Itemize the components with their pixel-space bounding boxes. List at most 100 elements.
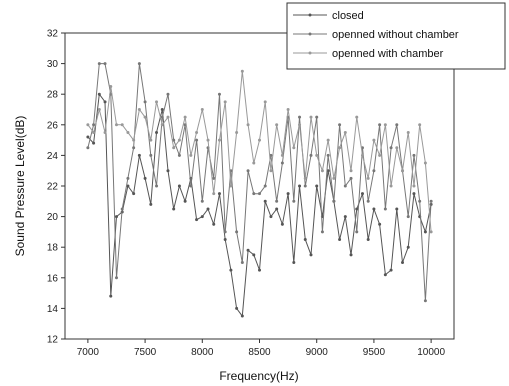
data-point-closed [395,207,399,211]
data-point-openned-without-chamber [235,230,239,234]
data-point-openned-without-chamber [343,184,347,188]
x-tick-label: 7000 [77,347,100,358]
data-point-closed [401,261,405,264]
data-point-openned-without-chamber [389,146,393,150]
data-point-openned-with-chamber [258,138,261,142]
data-point-openned-without-chamber [418,199,422,203]
y-axis-ticks: 12 14 16 18 20 22 24 26 28 30 32 [47,29,65,346]
data-point-openned-with-chamber [137,108,141,111]
data-point-openned-without-chamber [103,62,107,66]
data-point-openned-without-chamber [114,276,118,280]
data-point-openned-without-chamber [252,192,256,196]
data-point-openned-with-chamber [240,69,244,73]
x-tick-label: 9500 [363,347,386,358]
data-point-openned-with-chamber [349,169,353,173]
data-point-closed [406,245,410,249]
data-point-openned-with-chamber [269,169,273,173]
data-point-closed [177,184,181,188]
data-point-openned-without-chamber [349,176,353,180]
data-point-closed [258,268,261,272]
data-point-closed [132,192,136,196]
data-point-closed [200,215,204,219]
data-point-closed [269,215,273,219]
data-point-openned-with-chamber [177,138,181,142]
data-point-openned-without-chamber [240,261,244,264]
data-point-openned-without-chamber [172,138,176,142]
x-axis-title: Frequency(Hz) [219,369,298,383]
data-point-openned-without-chamber [280,161,284,165]
data-point-closed [183,199,187,203]
data-point-closed [252,253,256,257]
y-tick-label: 26 [47,120,59,131]
data-point-openned-without-chamber [195,138,199,142]
data-point-closed [378,222,382,226]
data-point-closed [366,238,370,242]
data-point-closed [206,207,210,211]
y-tick-label: 32 [47,29,59,40]
x-axis-ticks: 7000 7500 8000 8500 9000 9500 10000 [77,339,445,358]
data-point-closed [246,248,250,252]
data-point-openned-with-chamber [418,123,422,127]
data-point-openned-without-chamber [132,146,136,150]
data-point-openned-without-chamber [200,199,204,203]
data-point-openned-without-chamber [315,115,319,119]
data-point-openned-with-chamber [217,138,221,142]
data-point-openned-with-chamber [423,161,427,165]
data-point-openned-without-chamber [406,215,410,219]
data-point-openned-with-chamber [360,153,364,157]
data-point-openned-with-chamber [429,230,433,234]
data-point-openned-with-chamber [338,146,342,150]
data-point-openned-without-chamber [309,153,313,157]
data-point-openned-without-chamber [246,169,250,173]
data-point-openned-without-chamber [137,62,141,66]
data-point-openned-with-chamber [206,138,210,142]
data-point-openned-with-chamber [275,123,279,127]
data-point-openned-with-chamber [343,130,347,134]
data-point-closed [92,141,96,145]
data-point-openned-with-chamber [172,146,176,150]
data-point-closed [349,253,353,257]
data-point-openned-without-chamber [383,207,387,211]
legend-box [286,2,506,70]
data-point-openned-without-chamber [120,207,124,211]
data-point-openned-with-chamber [332,176,336,180]
data-point-openned-without-chamber [366,199,370,203]
data-point-openned-without-chamber [429,199,433,203]
data-point-openned-without-chamber [92,123,96,127]
data-point-openned-with-chamber [303,176,307,180]
legend-marker [308,32,312,36]
plot-frame [64,32,455,340]
legend: closed openned without chamber openned wit… [286,2,506,70]
data-point-openned-with-chamber [92,130,96,134]
data-point-openned-with-chamber [263,100,267,104]
data-point-openned-without-chamber [217,92,221,96]
data-point-openned-with-chamber [252,161,256,165]
data-point-openned-without-chamber [149,153,153,157]
data-point-openned-with-chamber [155,100,159,104]
data-point-openned-with-chamber [326,138,330,142]
data-point-closed [298,184,302,188]
legend-label: openned without chamber [332,29,459,41]
data-point-closed [143,176,147,180]
y-tick-label: 14 [47,304,59,315]
data-point-openned-with-chamber [315,153,319,157]
x-tick-label: 8500 [248,347,271,358]
data-point-openned-without-chamber [258,192,261,196]
data-point-closed [423,230,427,234]
data-point-closed [383,273,387,277]
data-point-closed [103,100,107,104]
data-point-openned-with-chamber [412,184,416,188]
data-point-openned-without-chamber [292,199,296,203]
data-point-closed [172,207,176,211]
data-point-openned-without-chamber [320,230,324,234]
data-point-openned-with-chamber [298,123,302,127]
data-point-openned-with-chamber [320,169,324,173]
data-point-openned-without-chamber [412,153,416,157]
data-point-closed [280,222,284,226]
data-point-openned-with-chamber [286,108,290,111]
legend-label: openned with chamber [332,48,444,60]
data-point-openned-without-chamber [126,176,130,180]
data-point-openned-with-chamber [223,100,227,104]
y-axis-title: Sound Pressure Level(dB) [13,116,27,257]
